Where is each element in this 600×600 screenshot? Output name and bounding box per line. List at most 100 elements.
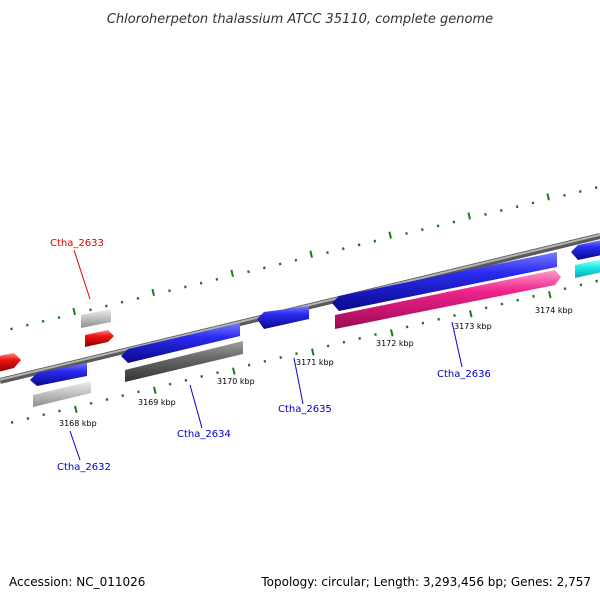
gene-ctha2636-arrow[interactable] bbox=[332, 252, 557, 311]
gene-label-ctha2636[interactable]: Ctha_2636 bbox=[437, 369, 491, 380]
gene-ctha2634-arrow[interactable] bbox=[121, 323, 240, 363]
minor-tick bbox=[595, 279, 599, 283]
gene-label-ctha2635[interactable]: Ctha_2635 bbox=[278, 404, 332, 415]
minor-tick bbox=[594, 186, 598, 190]
major-tick bbox=[548, 291, 552, 299]
minor-tick bbox=[500, 302, 504, 306]
minor-tick bbox=[373, 239, 377, 243]
major-tick bbox=[467, 212, 471, 220]
gene-ctha2633-arrow[interactable] bbox=[85, 330, 114, 347]
gene-label-ctha2632[interactable]: Ctha_2632 bbox=[57, 462, 111, 473]
minor-tick bbox=[105, 397, 109, 401]
minor-tick bbox=[295, 352, 298, 356]
minor-tick bbox=[89, 401, 93, 405]
minor-tick bbox=[578, 190, 582, 193]
gene-label-leaders bbox=[69, 249, 463, 461]
gene-label-ctha2634[interactable]: Ctha_2634 bbox=[177, 429, 231, 440]
major-tick bbox=[469, 310, 473, 318]
minor-tick bbox=[183, 285, 187, 289]
minor-tick bbox=[262, 266, 266, 270]
minor-tick bbox=[137, 390, 140, 394]
minor-tick bbox=[358, 336, 362, 340]
minor-tick bbox=[26, 417, 30, 421]
major-tick bbox=[151, 288, 155, 297]
minor-tick bbox=[484, 306, 488, 310]
major-tick bbox=[153, 386, 157, 394]
minor-tick bbox=[342, 340, 346, 344]
major-tick bbox=[230, 269, 234, 277]
tick-ring bbox=[10, 186, 599, 424]
major-tick bbox=[546, 193, 550, 201]
gene-ctha2635-arrow[interactable] bbox=[257, 306, 309, 329]
scale-label: 3169 kbp bbox=[138, 398, 176, 407]
minor-tick bbox=[326, 344, 330, 348]
major-tick bbox=[74, 405, 78, 413]
minor-tick bbox=[437, 317, 441, 321]
minor-tick bbox=[374, 333, 377, 337]
minor-tick bbox=[58, 409, 61, 413]
minor-tick bbox=[531, 201, 535, 205]
minor-tick bbox=[168, 382, 172, 386]
minor-tick bbox=[25, 323, 29, 327]
accession-text: Accession: NC_011026 bbox=[9, 575, 145, 589]
minor-tick bbox=[563, 193, 566, 197]
minor-tick bbox=[184, 378, 188, 382]
scale-label: 3170 kbp bbox=[217, 377, 255, 386]
minor-tick bbox=[279, 355, 283, 359]
minor-tick bbox=[515, 205, 519, 209]
minor-tick bbox=[452, 220, 456, 224]
minor-tick bbox=[579, 283, 583, 287]
gene-cyan-arrow-right-edge[interactable] bbox=[575, 259, 600, 278]
minor-tick bbox=[326, 251, 329, 255]
minor-tick bbox=[200, 375, 204, 379]
gene-labels: Ctha_2632 Ctha_2633 Ctha_2634 Ctha_2635 … bbox=[50, 238, 491, 473]
scale-label: 3171 kbp bbox=[296, 358, 334, 367]
major-tick bbox=[390, 329, 394, 337]
gene-ctha2636-outer-arrow[interactable] bbox=[335, 270, 561, 329]
gene-blue-arrow-right-edge[interactable] bbox=[571, 240, 600, 260]
minor-tick bbox=[57, 316, 61, 319]
gene-arrow-red-left-edge[interactable] bbox=[0, 353, 21, 372]
map-title: Chloroherpeton thalassium ATCC 35110, co… bbox=[107, 12, 493, 27]
minor-tick bbox=[215, 277, 219, 281]
major-tick bbox=[232, 367, 236, 375]
minor-tick bbox=[405, 325, 409, 329]
minor-tick bbox=[10, 327, 13, 331]
gene-ctha2632-outer-arrow[interactable] bbox=[33, 381, 91, 407]
major-tick bbox=[309, 250, 313, 258]
minor-tick bbox=[10, 420, 14, 424]
gene-ctha2633-outer-arrow[interactable] bbox=[81, 309, 111, 328]
scale-labels: 3168 kbp 3169 kbp 3170 kbp 3171 kbp 3172… bbox=[59, 306, 573, 428]
topology-summary: Topology: circular; Length: 3,293,456 bp… bbox=[260, 575, 591, 589]
minor-tick bbox=[199, 281, 203, 285]
minor-tick bbox=[104, 304, 108, 308]
minor-tick bbox=[484, 212, 487, 216]
major-tick bbox=[72, 307, 76, 316]
major-tick bbox=[388, 231, 392, 239]
minor-tick bbox=[341, 247, 345, 251]
genes-layer bbox=[0, 240, 600, 407]
minor-tick bbox=[436, 224, 440, 228]
minor-tick bbox=[516, 298, 520, 302]
scale-label: 3168 kbp bbox=[59, 419, 97, 428]
minor-tick bbox=[532, 294, 535, 298]
minor-tick bbox=[453, 313, 456, 317]
minor-tick bbox=[278, 262, 282, 266]
scale-label: 3172 kbp bbox=[376, 339, 414, 348]
scale-label: 3174 kbp bbox=[535, 306, 573, 315]
minor-tick bbox=[420, 228, 424, 232]
minor-tick bbox=[216, 371, 219, 375]
major-tick bbox=[311, 348, 315, 356]
gene-label-ctha2633[interactable]: Ctha_2633 bbox=[50, 238, 104, 249]
minor-tick bbox=[247, 270, 250, 274]
gene-ctha2634-outer-arrow[interactable] bbox=[125, 341, 243, 382]
minor-tick bbox=[121, 394, 125, 398]
minor-tick bbox=[563, 287, 567, 291]
minor-tick bbox=[168, 289, 171, 293]
minor-tick bbox=[421, 321, 425, 325]
gene-ctha2632-arrow[interactable] bbox=[30, 363, 87, 386]
minor-tick bbox=[499, 209, 503, 213]
minor-tick bbox=[89, 308, 92, 312]
scale-label: 3173 kbp bbox=[454, 322, 492, 331]
